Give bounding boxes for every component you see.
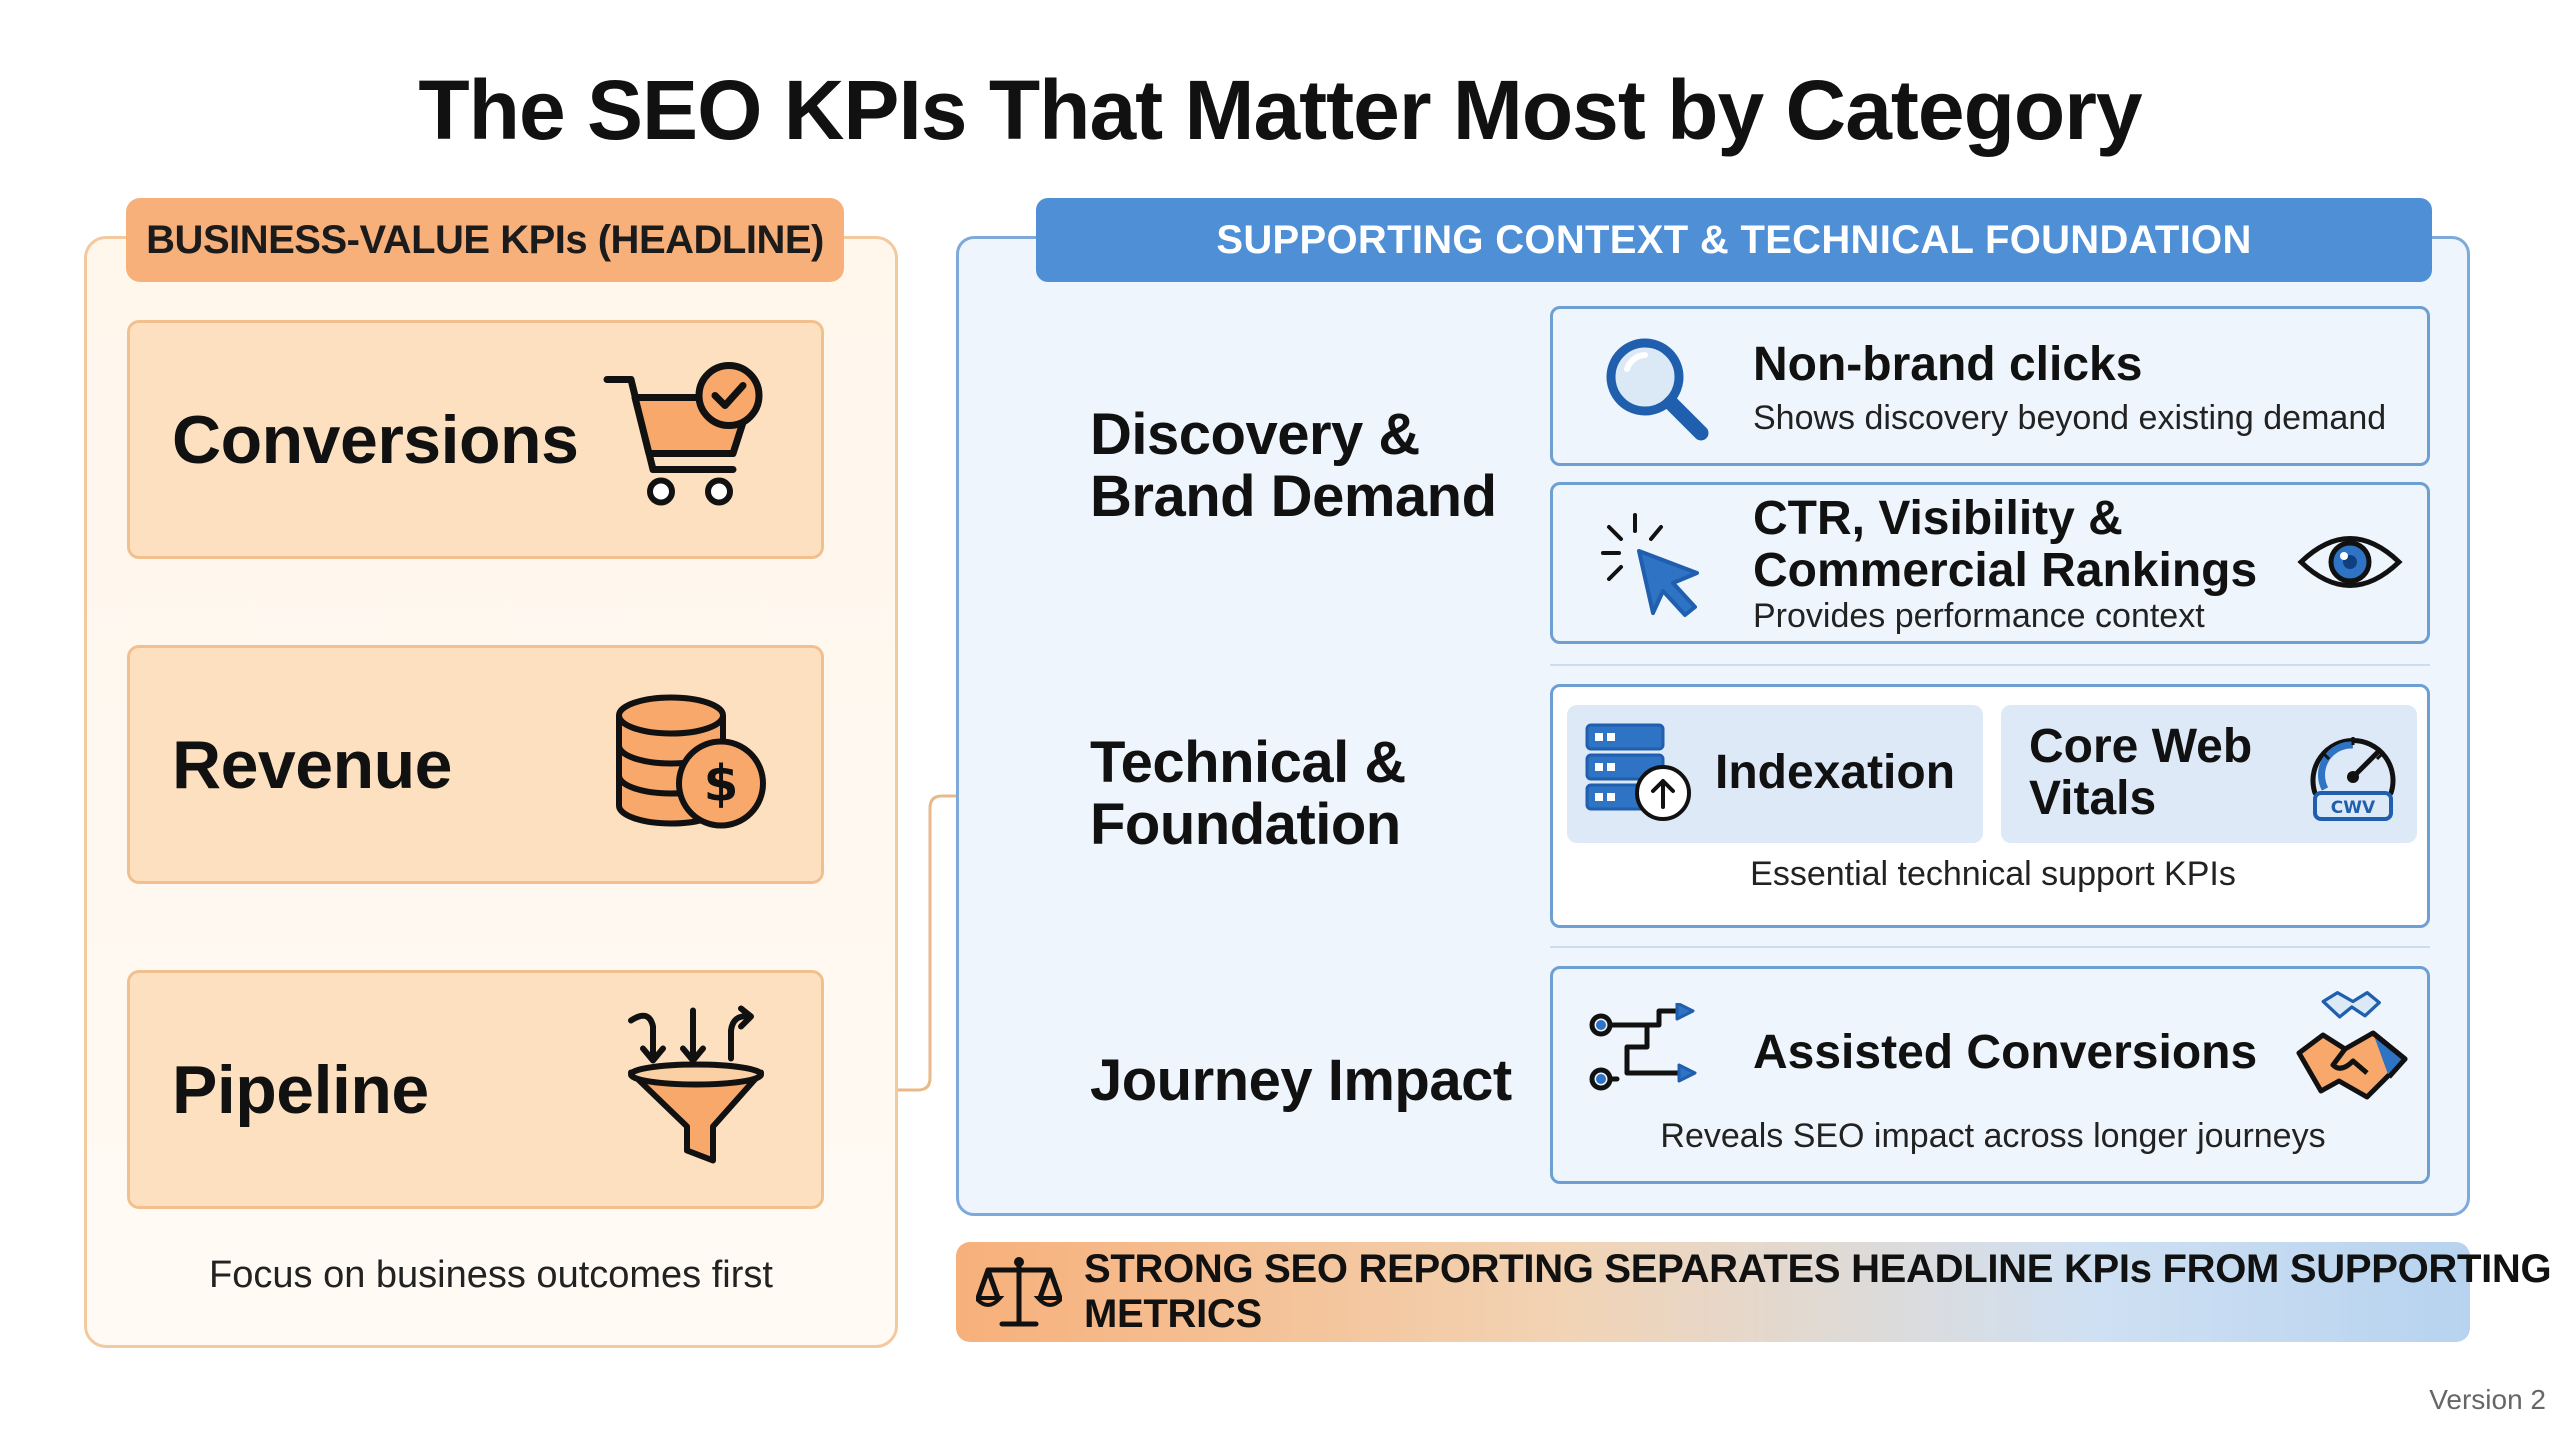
version-label: Version 2 — [2429, 1384, 2546, 1415]
metric-title-line: CTR, Visibility & — [1753, 492, 2123, 545]
kpi-card-revenue: Revenue $ — [127, 645, 824, 884]
metric-card-technical: Indexation Core Web Vitals CWV Essential… — [1550, 684, 2430, 928]
group-label-line: Brand Demand — [1090, 464, 1497, 529]
shopping-cart-check-icon — [601, 357, 771, 522]
supporting-context-header: SUPPORTING CONTEXT & TECHNICAL FOUNDATIO… — [1036, 198, 2432, 282]
sub-card-indexation: Indexation — [1567, 705, 1983, 843]
server-upload-icon — [1583, 721, 1695, 830]
metric-title-line: Commercial Rankings — [1753, 544, 2258, 597]
coin-stack-dollar-icon: $ — [611, 687, 771, 842]
funnel-icon — [621, 1002, 771, 1177]
metric-card-ctr-visibility: CTR, Visibility & Commercial Rankings Pr… — [1550, 482, 2430, 644]
metric-title: CTR, Visibility & Commercial Rankings — [1753, 493, 2257, 597]
banner-text: STRONG SEO REPORTING SEPARATES HEADLINE … — [1084, 1247, 2552, 1336]
metric-desc: Reveals SEO impact across longer journey… — [1660, 1117, 2326, 1155]
metric-title: Assisted Conversions — [1753, 1026, 2258, 1079]
metric-desc: Shows discovery beyond existing demand — [1753, 399, 2387, 437]
cursor-click-icon — [1599, 511, 1709, 626]
metric-title: Non-brand clicks — [1753, 338, 2143, 391]
group-label-line: Foundation — [1090, 792, 1401, 857]
kpi-label: Pipeline — [172, 1051, 429, 1128]
sub-card-core-web-vitals: Core Web Vitals CWV — [2001, 705, 2417, 843]
bottom-banner — [956, 1242, 2470, 1342]
kpi-label: Revenue — [172, 726, 452, 803]
metric-desc: Provides performance context — [1753, 597, 2205, 635]
metric-title-line: Vitals — [2029, 772, 2157, 825]
metric-title: Indexation — [1715, 746, 1956, 799]
handshake-icon — [2293, 985, 2413, 1110]
group-label-line: Discovery & — [1090, 402, 1420, 467]
kpi-label: Conversions — [172, 401, 579, 478]
page-title: The SEO KPIs That Matter Most by Categor… — [418, 63, 2142, 157]
speedometer-cwv-icon: CWV — [2301, 723, 2405, 832]
group-label-discovery: Discovery & Brand Demand — [1090, 404, 1497, 528]
cwv-badge: CWV — [2331, 798, 2376, 818]
metric-desc: Essential technical support KPIs — [1750, 855, 2236, 893]
divider — [1550, 664, 2430, 666]
kpi-card-pipeline: Pipeline — [127, 970, 824, 1209]
kpi-card-conversions: Conversions — [127, 320, 824, 559]
metric-card-assisted-conversions: Assisted Conversions Reveals SEO impact … — [1550, 966, 2430, 1184]
metric-title-line: Core Web — [2029, 720, 2253, 773]
svg-text:$: $ — [704, 754, 739, 812]
magnifier-icon — [1597, 329, 1717, 454]
journey-path-icon — [1587, 1001, 1707, 1112]
balance-scale-icon — [971, 1254, 1067, 1337]
metric-title: Core Web Vitals — [2029, 721, 2252, 825]
business-value-header: BUSINESS-VALUE KPIs (HEADLINE) — [126, 198, 844, 282]
metric-card-non-brand-clicks: Non-brand clicks Shows discovery beyond … — [1550, 306, 2430, 466]
group-label-line: Technical & — [1090, 730, 1406, 795]
pipeline-connector — [824, 794, 990, 1092]
eye-icon — [2295, 527, 2405, 602]
group-label-technical: Technical & Foundation — [1090, 732, 1406, 856]
left-footnote: Focus on business outcomes first — [209, 1254, 773, 1296]
divider — [1550, 946, 2430, 948]
group-label-journey: Journey Impact — [1090, 1048, 1512, 1113]
